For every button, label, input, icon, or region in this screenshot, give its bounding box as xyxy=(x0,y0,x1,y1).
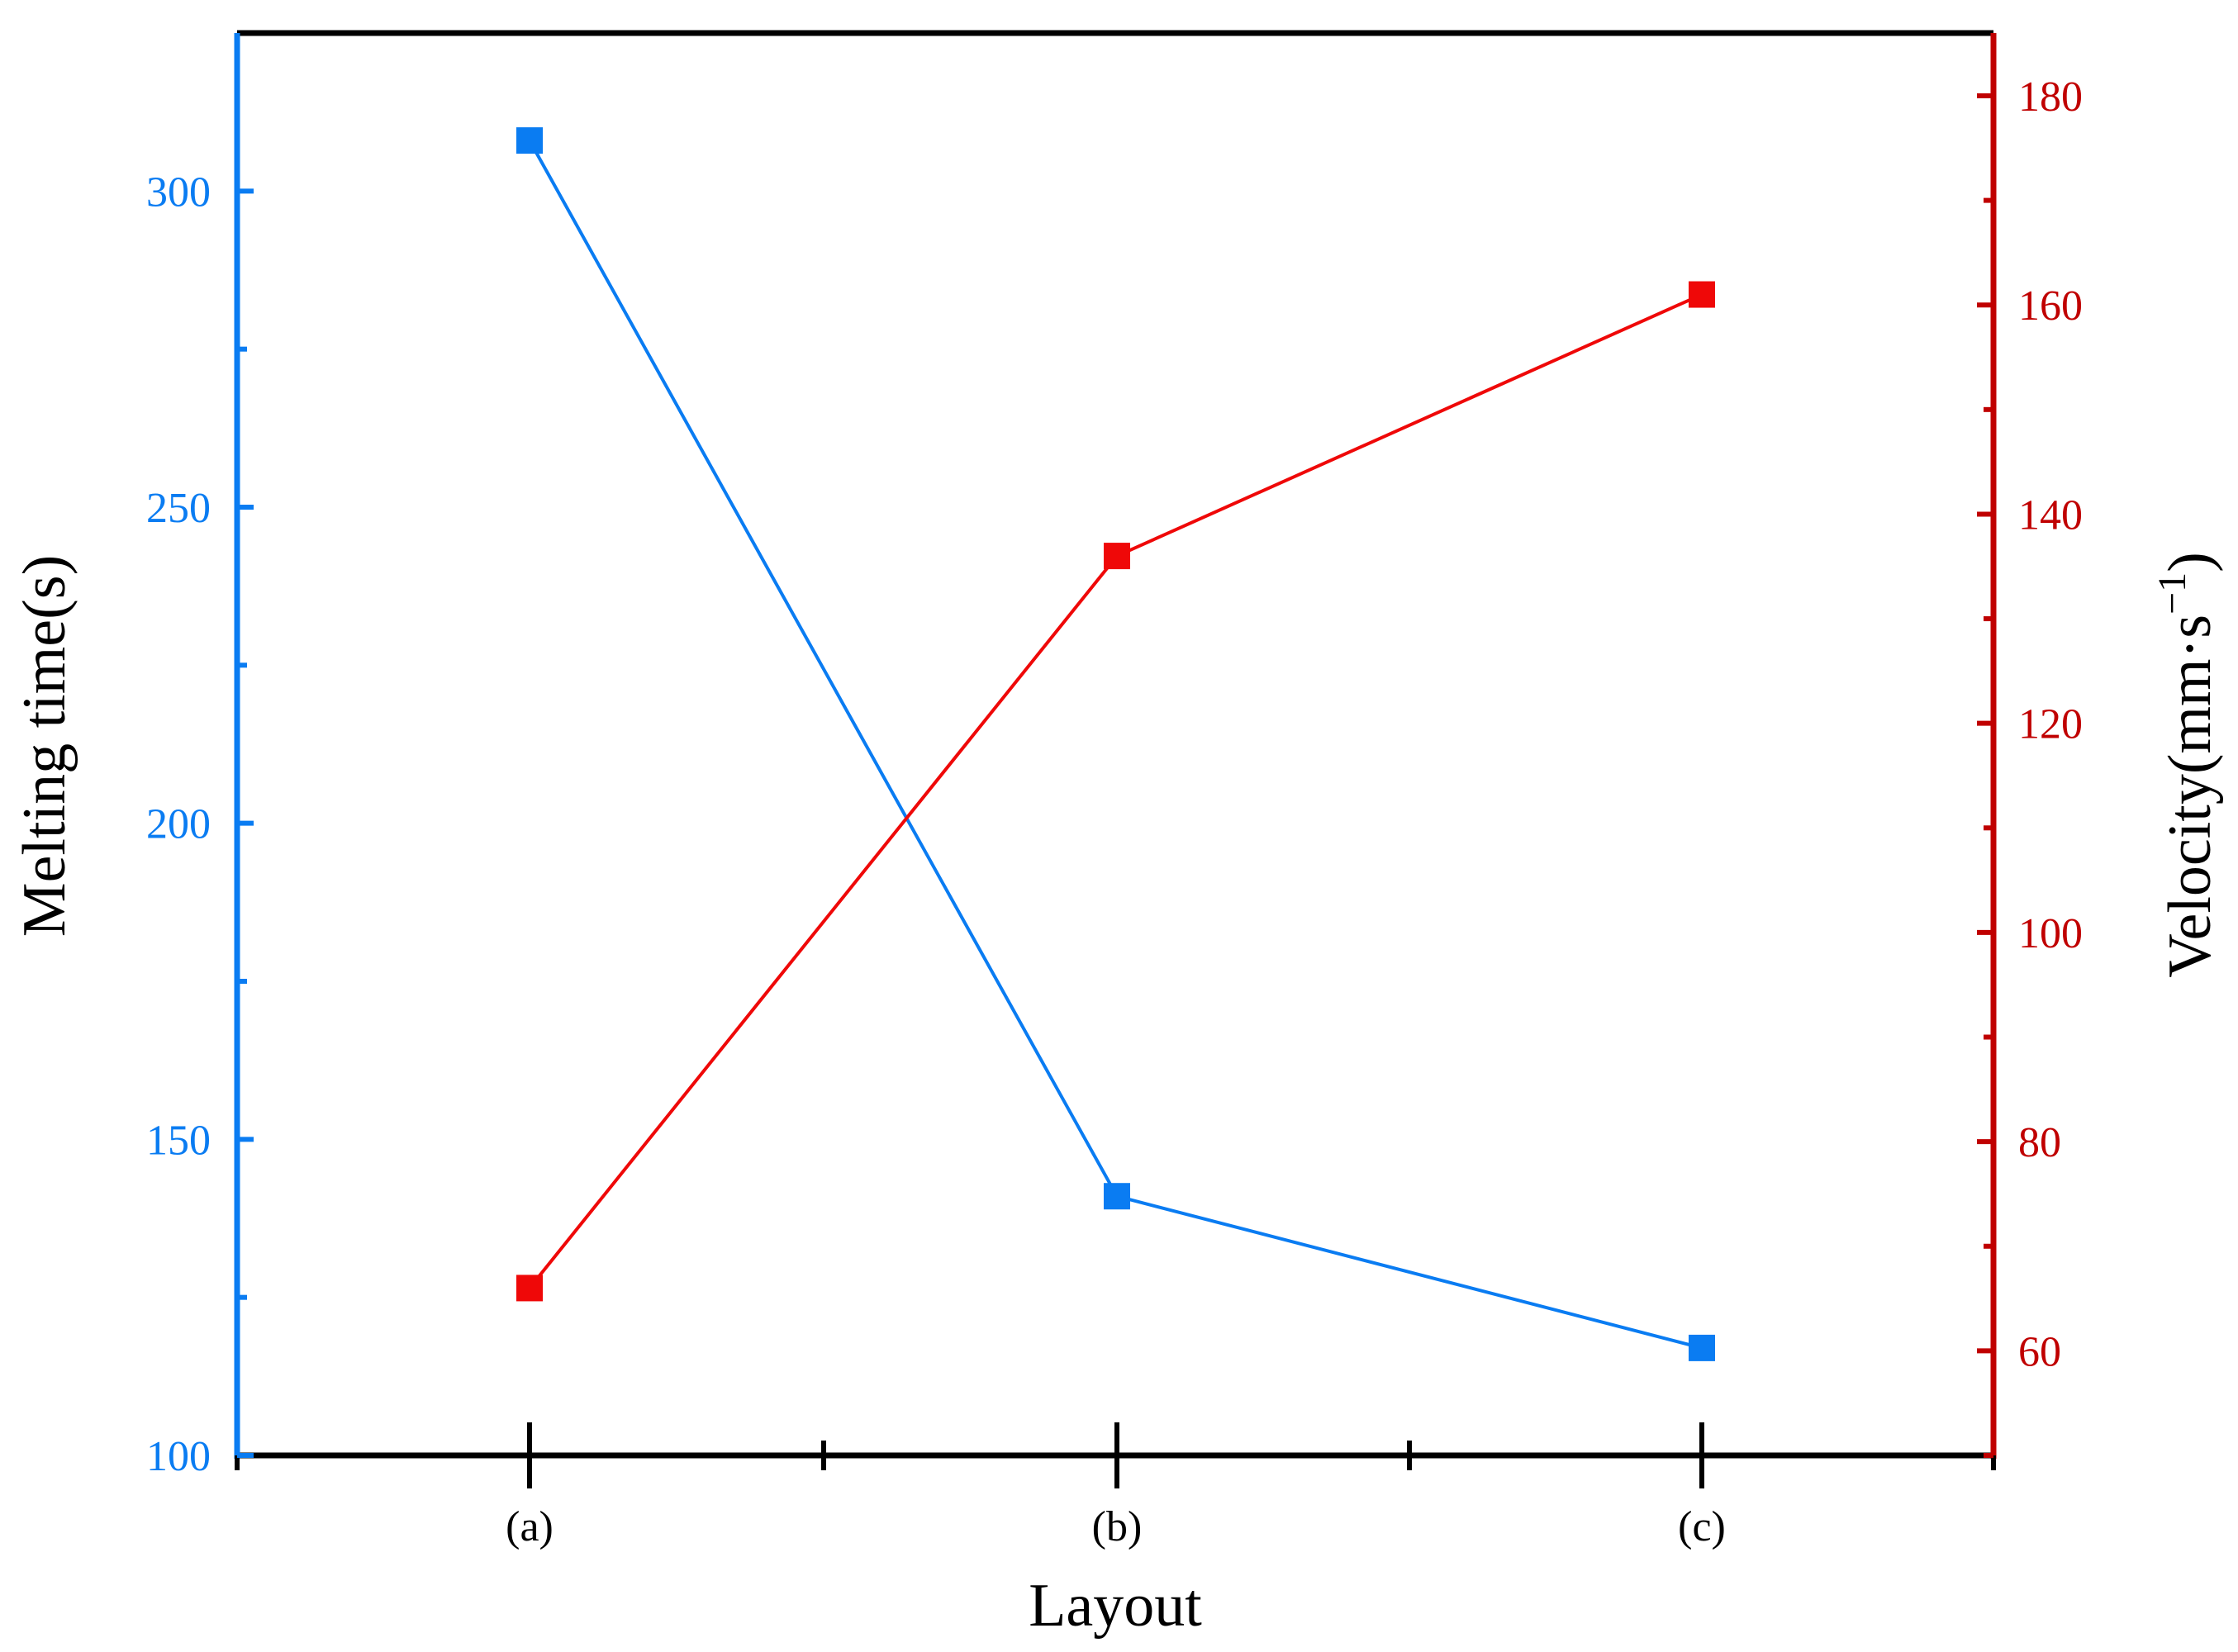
right-y-axis-title: Velocity(mm·s−1) xyxy=(2150,552,2224,978)
series-2-point xyxy=(1689,281,1715,308)
left-y-axis-title: Melting time(s) xyxy=(11,555,78,937)
right-y-tick-label: 160 xyxy=(2018,282,2083,330)
x-tick-label: (b) xyxy=(1092,1503,1143,1550)
series-1-point xyxy=(516,127,543,154)
series-2-point xyxy=(1104,543,1130,570)
left-y-tick-label: 300 xyxy=(146,169,211,216)
series-2-point xyxy=(516,1275,543,1302)
right-y-tick-label: 60 xyxy=(2018,1328,2061,1375)
labels: Layout Melting time(s) Velocity(mm·s−1) xyxy=(11,552,2224,1640)
x-tick-label: (a) xyxy=(506,1503,554,1550)
right-y-axis-title-close: ) xyxy=(2156,552,2224,572)
right-y-tick-label: 140 xyxy=(2018,491,2083,539)
right-y-axis-title-superscript: −1 xyxy=(2150,572,2194,615)
x-tick-label: (c) xyxy=(1678,1503,1726,1550)
left-y-tick-label: 100 xyxy=(146,1433,211,1480)
left-y-tick-label: 200 xyxy=(146,801,211,848)
left-y-tick-label: 250 xyxy=(146,485,211,532)
right-y-tick-label: 120 xyxy=(2018,701,2083,748)
axes: (a) (b) (c) 100 150 200 250 300 60 80 100 120 140 160… xyxy=(146,30,2083,1550)
left-y-tick-label: 150 xyxy=(146,1117,211,1164)
x-axis-title: Layout xyxy=(1029,1572,1202,1640)
right-y-tick-label: 80 xyxy=(2018,1119,2061,1166)
series-layer xyxy=(516,127,1715,1361)
series-1-point xyxy=(1104,1183,1130,1210)
series-1-point xyxy=(1689,1334,1715,1361)
right-y-axis-title-main: Velocity(mm·s xyxy=(2156,615,2224,978)
right-y-tick-label: 100 xyxy=(2018,910,2083,957)
right-y-tick-label: 180 xyxy=(2018,74,2083,121)
